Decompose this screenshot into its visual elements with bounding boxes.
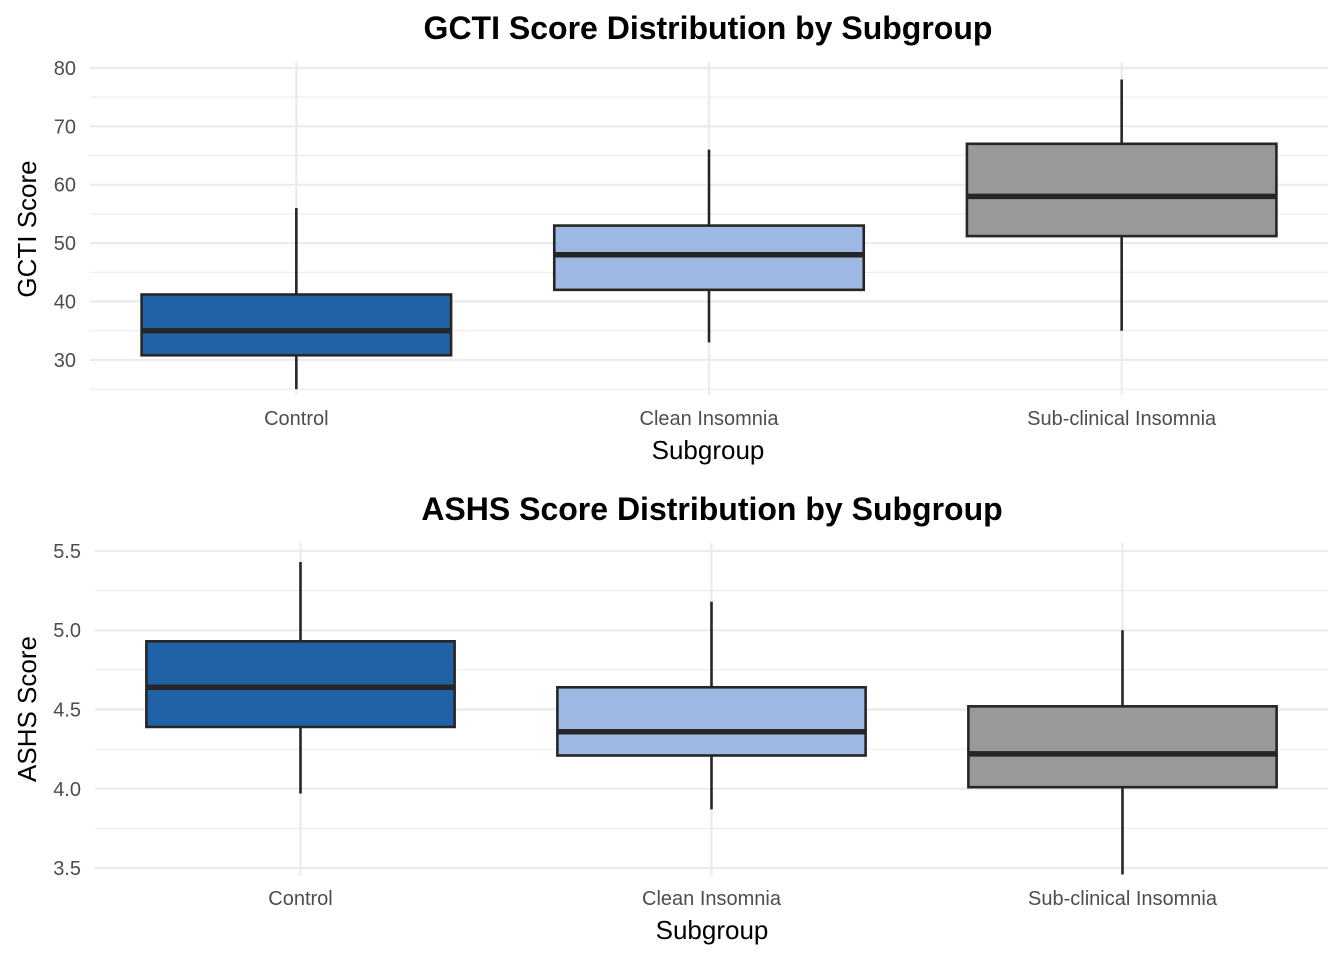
- box-clean-insomnia: [552, 224, 866, 292]
- plot-area: 3.5 4.0 4.5 5.0 5.5 Control Clean Insomnia Sub-…: [53, 541, 1328, 910]
- box-clean-insomnia: [556, 685, 867, 757]
- panel-gcti: GCTI Score Distribution by Subgroup 30 40…: [12, 10, 1328, 465]
- y-tick-label: 40: [54, 292, 76, 314]
- y-tick-label: 80: [54, 58, 76, 80]
- x-tick-label: Control: [268, 888, 332, 910]
- plot-area: 30 40 50 60 70 80 Control Clean Insomnia Sub-cli…: [54, 58, 1328, 430]
- box-control: [140, 293, 453, 357]
- x-tick-label: Sub-clinical Insomnia: [1028, 888, 1218, 910]
- y-tick-label: 4.0: [53, 779, 81, 801]
- chart-title: ASHS Score Distribution by Subgroup: [421, 491, 1002, 527]
- x-tick-label: Sub-clinical Insomnia: [1027, 408, 1217, 430]
- y-tick-label: 60: [54, 175, 76, 197]
- x-axis-title: Subgroup: [652, 435, 765, 465]
- y-tick-label: 4.5: [53, 700, 81, 722]
- y-axis-title: GCTI Score: [12, 160, 42, 297]
- box-sub-clinical-insomnia: [967, 705, 1278, 789]
- box-sub-clinical-insomnia: [965, 142, 1278, 238]
- x-tick-label: Clean Insomnia: [640, 408, 780, 430]
- y-tick-label: 5.0: [53, 620, 81, 642]
- y-tick-label: 5.5: [53, 541, 81, 563]
- y-tick-label: 50: [54, 233, 76, 255]
- y-axis-title: ASHS Score: [12, 636, 42, 782]
- chart-title: GCTI Score Distribution by Subgroup: [424, 10, 993, 46]
- panel-ashs: ASHS Score Distribution by Subgroup 3.5 4…: [12, 491, 1328, 945]
- x-axis-title: Subgroup: [656, 915, 769, 945]
- box-control: [145, 640, 456, 729]
- y-tick-label: 70: [54, 116, 76, 138]
- y-tick-label: 30: [54, 350, 76, 372]
- x-tick-label: Control: [264, 408, 328, 430]
- y-tick-label: 3.5: [53, 858, 81, 880]
- x-tick-label: Clean Insomnia: [642, 888, 782, 910]
